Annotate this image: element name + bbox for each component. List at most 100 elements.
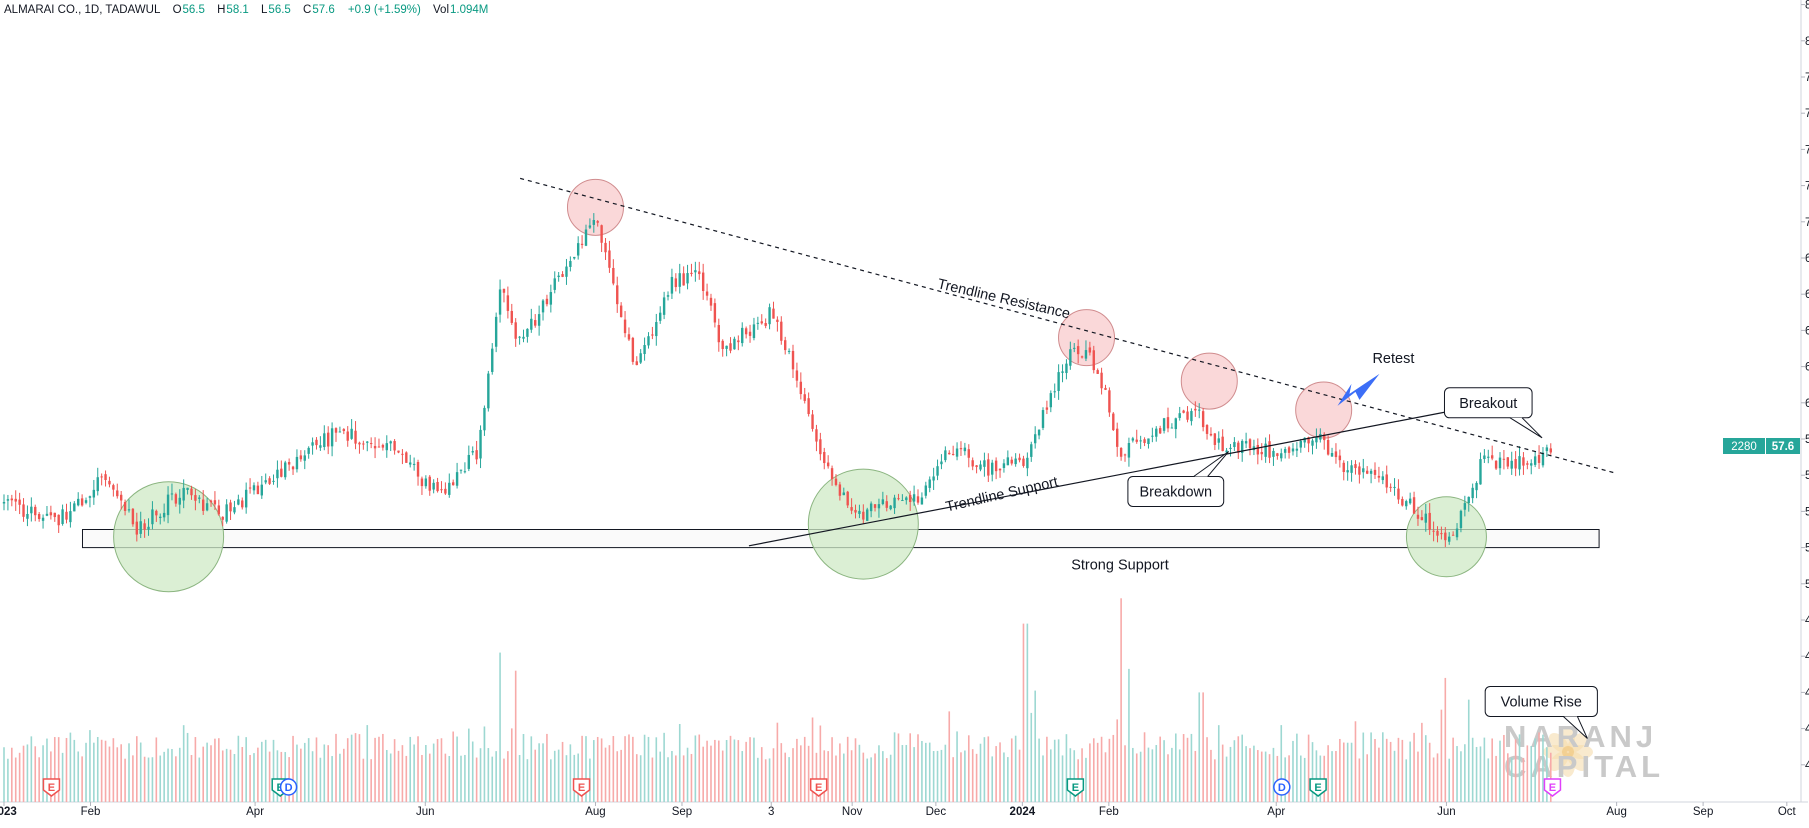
volume-bar — [1186, 737, 1189, 802]
candle-body — [823, 451, 826, 464]
candle-body — [959, 448, 963, 450]
volume-bar — [323, 744, 326, 802]
volume-bar — [964, 750, 966, 802]
volume-bar — [1253, 745, 1255, 802]
volume-bar — [807, 745, 810, 802]
symbol-name[interactable]: ALMARAI CO., 1D, TADAWUL — [4, 4, 161, 16]
volume-bar — [1245, 746, 1247, 802]
volume-bar — [143, 756, 146, 802]
volume-bar — [850, 750, 853, 802]
low-value: 56.5 — [268, 4, 291, 16]
volume-bar — [483, 726, 486, 802]
candle-body — [291, 466, 295, 470]
logo-center — [1562, 746, 1574, 758]
candle-body — [518, 336, 521, 338]
event-marker-e[interactable]: E — [1309, 778, 1327, 797]
earnings-icon — [1066, 778, 1085, 797]
x-tick-label: Sep — [1693, 806, 1713, 818]
candle-body — [803, 394, 806, 401]
volume-bar — [229, 749, 232, 802]
candle-body — [448, 482, 451, 495]
volume-bar — [1546, 747, 1548, 802]
candle-body — [768, 307, 771, 325]
candle-body — [1116, 428, 1119, 447]
volume-bar — [909, 733, 911, 802]
candle-body — [237, 499, 240, 505]
candle-body — [1537, 454, 1541, 463]
candle-body — [1033, 434, 1037, 444]
candle-body — [557, 275, 560, 278]
candle-body — [1463, 503, 1467, 510]
y-tick-label: 82.0 — [1805, 0, 1809, 12]
volume-bar — [315, 737, 318, 802]
candle-body — [1311, 440, 1314, 446]
earnings-icon — [809, 778, 828, 797]
volume-bar — [432, 743, 435, 802]
volume-bar — [1092, 738, 1095, 802]
volume-bar — [1518, 734, 1521, 802]
volume-bar — [1405, 759, 1408, 802]
volume-bar — [147, 757, 150, 802]
event-marker-letter: D — [285, 782, 293, 794]
candle-body — [248, 487, 252, 489]
candle-body — [912, 494, 916, 502]
candle-body — [377, 446, 381, 448]
candle-body — [698, 271, 701, 275]
candle-body — [1487, 456, 1490, 458]
callout-pointer — [1193, 451, 1230, 477]
volume-bar — [694, 735, 697, 802]
volume-bar — [1456, 746, 1458, 802]
event-marker-e[interactable]: E — [1066, 778, 1085, 797]
volume-bar — [1479, 746, 1482, 802]
candle-body — [139, 521, 142, 534]
candle-body — [209, 500, 213, 503]
volume-bar — [1432, 757, 1435, 802]
candle-body — [1260, 451, 1263, 455]
open-value: 56.5 — [182, 4, 205, 16]
event-marker-e[interactable]: E — [1543, 778, 1562, 797]
candle-body — [873, 504, 877, 508]
candle-body — [389, 441, 392, 444]
candle-body — [1092, 350, 1095, 371]
candle-body — [225, 504, 228, 522]
price-axis[interactable]: 82.0 80.0 78.0 76.0 74.0 72.0 70.0 68.0 66.0 64.0… — [1801, 0, 1809, 772]
candle-body — [483, 407, 486, 431]
volume-bar — [1503, 734, 1505, 802]
dividend-icon — [1273, 778, 1291, 796]
resistance-trendline — [519, 177, 1617, 474]
candle-body — [854, 509, 857, 513]
volume-bar — [624, 736, 626, 802]
event-marker-d[interactable]: D — [1273, 778, 1291, 796]
price-tag-left: 2280 — [1731, 441, 1757, 453]
volume-bar — [202, 746, 205, 802]
event-marker-e[interactable]: E — [809, 778, 828, 797]
candle-body — [88, 496, 92, 498]
resistance-circle — [566, 178, 624, 236]
candle-body — [77, 498, 80, 506]
event-marker-d[interactable]: D — [279, 778, 298, 796]
volume-bar — [116, 747, 119, 802]
x-tick-label: Sep — [672, 806, 692, 818]
y-tick-label: 50.0 — [1805, 579, 1809, 591]
candle-body — [233, 507, 236, 513]
candle-body — [1244, 441, 1248, 444]
grid — [0, 0, 1808, 803]
time-axis[interactable]: 2023 Feb Apr Jun Aug Sep 3 Nov Dec 2024 Feb Apr Jun A… — [0, 802, 1797, 818]
volume-bar — [1050, 749, 1052, 802]
candle-body — [244, 489, 248, 508]
candle-body — [963, 447, 967, 452]
volume-bar — [1413, 732, 1415, 802]
trendline-resistance-label: Trendline Resistance — [936, 276, 1072, 322]
candle-body — [303, 455, 306, 461]
volume-bar — [1073, 750, 1076, 802]
candle-body — [57, 514, 60, 526]
candle-body — [135, 521, 139, 535]
event-marker-e[interactable]: E — [42, 778, 61, 797]
candle-body — [18, 499, 21, 505]
volume-bar — [397, 750, 400, 802]
volume-bar — [1483, 737, 1486, 802]
event-marker-e[interactable]: E — [572, 778, 591, 797]
volume-bar — [319, 757, 322, 802]
